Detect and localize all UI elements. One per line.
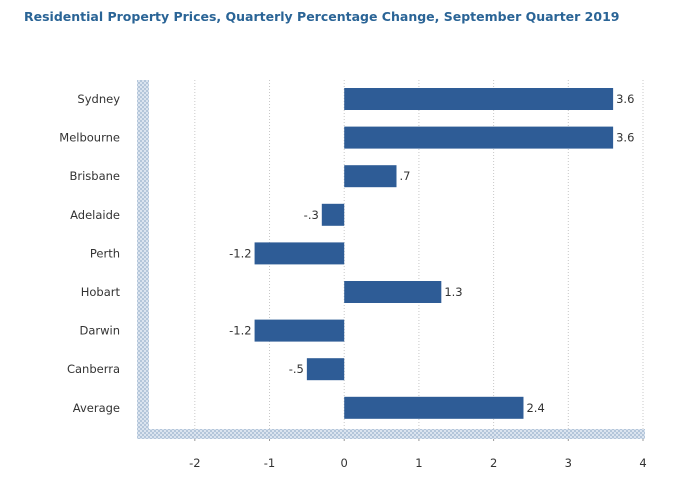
bar-average [344, 396, 524, 419]
bar-hobart [344, 281, 442, 303]
bar-brisbane [344, 165, 397, 188]
category-label: Adelaide [70, 208, 120, 222]
tick-label: 2 [490, 456, 497, 470]
category-label: Darwin [79, 324, 120, 338]
category-label: Perth [90, 246, 120, 260]
x-axis-band [137, 429, 645, 439]
bar-darwin [254, 319, 345, 342]
bar-sydney [344, 88, 614, 110]
tick-label: 1 [415, 456, 422, 470]
tick-label: 3 [565, 456, 572, 470]
category-label: Melbourne [59, 131, 120, 145]
tick-label: -1 [264, 456, 275, 470]
bar-perth [254, 242, 345, 265]
bar-canberra [306, 358, 345, 381]
data-label: -1.2 [229, 324, 251, 338]
data-label: .7 [400, 169, 411, 183]
data-label: -.5 [289, 362, 304, 376]
category-label: Canberra [67, 362, 120, 376]
category-label: Hobart [81, 285, 121, 299]
bar-melbourne [344, 126, 614, 149]
category-label: Sydney [77, 92, 120, 106]
data-label: -.3 [304, 208, 319, 222]
data-label: 3.6 [616, 131, 634, 145]
data-label: 1.3 [444, 285, 462, 299]
category-label: Brisbane [69, 169, 120, 183]
chart-title: Residential Property Prices, Quarterly P… [24, 9, 620, 24]
tick-label: -2 [189, 456, 200, 470]
data-label: 3.6 [616, 92, 634, 106]
tick-label: 0 [341, 456, 348, 470]
tick-label: 4 [639, 456, 646, 470]
y-axis-band [137, 80, 149, 439]
data-label: -1.2 [229, 246, 251, 260]
bar-adelaide [321, 203, 345, 226]
category-label: Average [73, 401, 120, 415]
data-label: 2.4 [526, 401, 544, 415]
